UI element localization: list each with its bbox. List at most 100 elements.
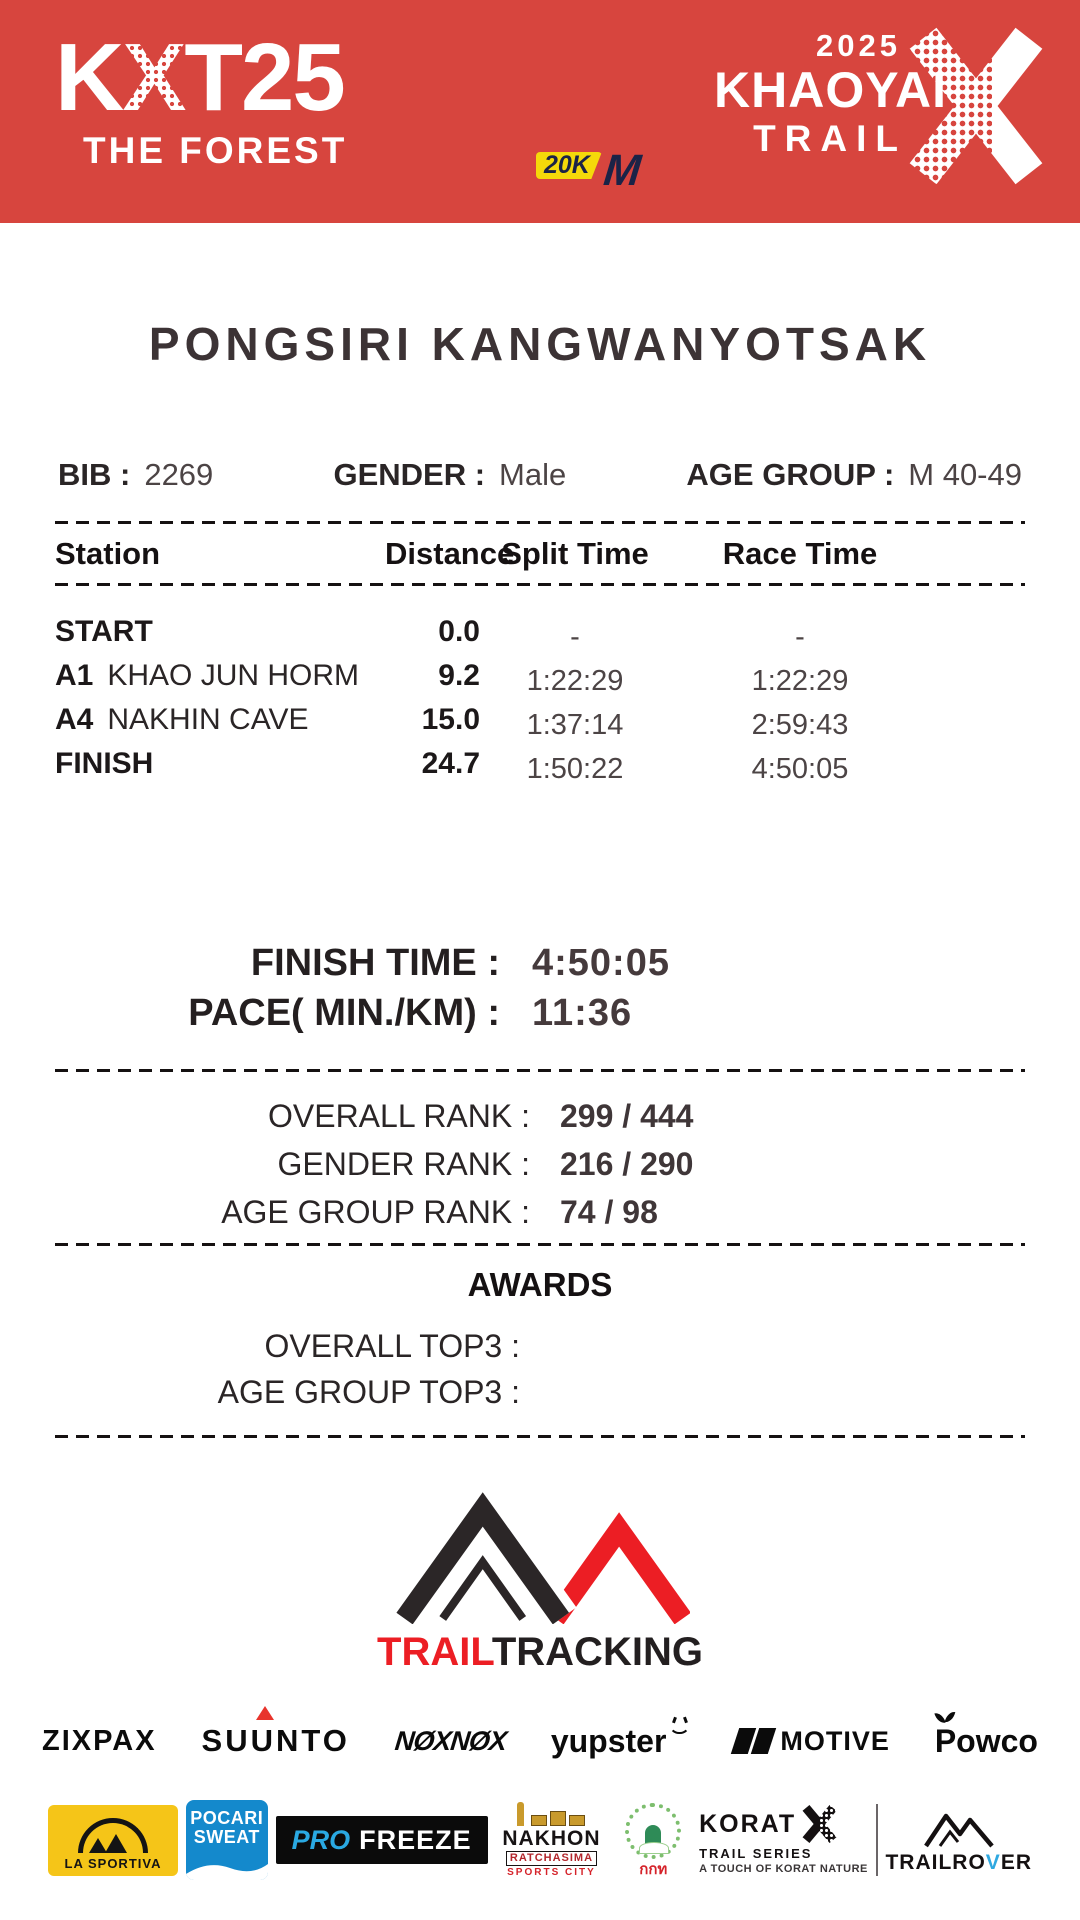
kxt25-logo: KXT25 THE FOREST — [55, 30, 348, 171]
pro-freeze-logo: PRO FREEZE — [275, 1816, 488, 1864]
split-time-cell: 1:22:29 — [526, 665, 624, 697]
sat-thai-label: กกท — [639, 1861, 668, 1878]
overall-top3-label: OVERALL TOP3 : — [264, 1328, 520, 1364]
suunto-triangle-icon — [256, 1706, 275, 1720]
overall-rank-row: OVERALL RANK : 299 / 444 — [0, 1092, 1080, 1140]
yupster-wordmark: yupster — [550, 1722, 667, 1759]
distance-badge: 20K M — [536, 146, 644, 195]
runner-name: PONGSIRI KANGWANYOTSAK — [148, 318, 932, 370]
station-code: A4 — [55, 703, 94, 736]
ranks-section: OVERALL RANK : 299 / 444 GENDER RANK : 2… — [0, 1092, 1080, 1236]
station-cell: A4 NAKHIN CAVE — [55, 698, 385, 742]
khaoyai-name: KHAOYAI — [714, 62, 947, 118]
vertical-divider — [875, 1804, 878, 1876]
powco-logo: Powco — [934, 1722, 1038, 1759]
distance-cell: 0.0 — [438, 615, 480, 648]
khaoyai-year: 2025 — [816, 28, 901, 63]
awards-section: OVERALL TOP3 : AGE GROUP TOP3 : — [0, 1323, 1080, 1415]
zixpax-logo: ZIXPAX — [42, 1724, 157, 1757]
sponsor-row-2: LA SPORTIVA POCARI SWEAT PRO FREEZE NAKH… — [0, 1800, 1080, 1880]
age-group-label: AGE GROUP : — [686, 457, 895, 492]
sports-city-label: SPORTS CITY — [507, 1867, 596, 1878]
nakhon-wordmark: NAKHON — [502, 1827, 601, 1850]
trailrover-post: ER — [1000, 1850, 1032, 1874]
station-code: START — [55, 615, 153, 648]
pocari-line1: POCARI — [190, 1808, 264, 1828]
khaoyai-x-icon — [877, 20, 1068, 190]
trail-word: TRAIL — [377, 1630, 492, 1674]
table-row: A1 KHAO JUN HORM 9.2 1:22:29 1:22:29 — [55, 654, 1025, 698]
laurel-wreath-icon — [625, 1803, 682, 1859]
distance-cell: 9.2 — [438, 659, 480, 692]
kxt25-t25: T25 — [184, 24, 345, 131]
trailrover-logo: TRAILROVER — [885, 1808, 1032, 1873]
overall-top3-row: OVERALL TOP3 : — [0, 1323, 1080, 1369]
table-row: A4 NAKHIN CAVE 15.0 1:37:14 2:59:43 — [55, 698, 1025, 742]
la-sportiva-mountain-icon — [78, 1817, 148, 1853]
la-sportiva-wordmark: LA SPORTIVA — [64, 1855, 162, 1871]
gender-field: GENDER : Male — [333, 455, 566, 495]
gender-value: Male — [499, 457, 567, 492]
korat-x-icon — [800, 1803, 841, 1845]
age-group-rank-row: AGE GROUP RANK : 74 / 98 — [0, 1188, 1080, 1236]
korat-trail-series-logo: KORAT TRAIL SERIES A TOUCH OF KORAT NATU… — [699, 1803, 868, 1875]
distance-20k-label: 20K — [536, 152, 602, 179]
korat-top: KORAT — [699, 1803, 868, 1845]
mountain-icon — [390, 1484, 690, 1624]
gender-rank-label: GENDER RANK : — [277, 1146, 530, 1182]
khaoyai-trail-logo: 2025 KHAOYAI TRAIL — [714, 20, 1068, 190]
summary-section: FINISH TIME : 4:50:05 PACE( MIN./KM) : 1… — [0, 938, 1080, 1038]
overall-rank-label: OVERALL RANK : — [267, 1098, 530, 1134]
motive-logo: MOTIVE — [731, 1725, 890, 1757]
pro-word: PRO — [291, 1824, 351, 1855]
race-time-cell: 4:50:05 — [751, 753, 849, 785]
age-group-value: M 40-49 — [908, 457, 1022, 492]
station-code: FINISH — [55, 747, 154, 780]
split-time-cell: 1:37:14 — [526, 709, 624, 741]
trailtracking-wordmark: TRAILTRACKING — [377, 1630, 703, 1674]
splits-table-body: START 0.0 - - A1 KHAO JUN HORM 9.2 1:22:2… — [55, 610, 1025, 786]
col-station: Station — [55, 536, 161, 571]
bib-field: BIB : 2269 — [58, 455, 213, 495]
divider-dashed — [55, 521, 1025, 524]
la-sportiva-logo: LA SPORTIVA — [48, 1804, 178, 1876]
kxt25-title: KXT25 — [55, 30, 347, 126]
age-group-rank-label: AGE GROUP RANK : — [221, 1194, 530, 1230]
korat-wordmark: KORAT — [699, 1809, 797, 1838]
pace-value: 11:36 — [532, 992, 633, 1034]
table-row: FINISH 24.7 1:50:22 4:50:05 — [55, 742, 1025, 786]
table-row: START 0.0 - - — [55, 610, 1025, 654]
distance-cell: 15.0 — [421, 703, 480, 736]
ratchasima-wordmark: RATCHASIMA — [505, 1851, 598, 1866]
khaoyai-trail-word: TRAIL — [753, 118, 907, 159]
station-cell: A1 KHAO JUN HORM — [55, 654, 385, 698]
trailrover-pre: TRAILRO — [885, 1850, 986, 1874]
pocari-sweat-logo: POCARI SWEAT — [185, 1800, 268, 1880]
trailrover-wordmark: TRAILROVER — [885, 1852, 1032, 1873]
kxt25-subtitle: THE FOREST — [83, 130, 348, 171]
nakhon-arch-icon — [517, 1802, 586, 1826]
noxnox-logo: NØXNØX — [393, 1725, 508, 1756]
station-cell: FINISH — [55, 742, 385, 786]
runner-info-row: BIB : 2269 GENDER : Male AGE GROUP : M 40-4… — [58, 455, 1022, 495]
suunto-wordmark: SUUNTO — [201, 1723, 350, 1758]
splits-table-header: Station Distance Split Time Race Time — [55, 534, 1025, 574]
station-name: KHAO JUN HORM — [107, 659, 360, 692]
finish-time-label: FINISH TIME : — [250, 942, 500, 984]
distance-cell: 24.7 — [421, 747, 480, 780]
khaoyai-trail-text: 2025 KHAOYAI TRAIL — [714, 30, 947, 157]
m-mark-icon: M — [601, 146, 644, 195]
yupster-logo: yupster — [551, 1723, 691, 1760]
divider-dashed — [55, 1435, 1025, 1438]
tracking-word: TRACKING — [491, 1630, 703, 1674]
sports-authority-emblem: กกท — [615, 1803, 691, 1877]
motive-flags-icon — [731, 1728, 777, 1754]
gender-rank-value: 216 / 290 — [560, 1146, 694, 1182]
awards-title: AWARDS — [467, 1266, 613, 1303]
korat-tagline: A TOUCH OF KORAT NATURE — [699, 1863, 868, 1875]
station-name: NAKHIN CAVE — [107, 703, 309, 736]
split-time-cell: 1:50:22 — [526, 753, 624, 785]
trailtracking-logo: TRAILTRACKING — [0, 1484, 1080, 1674]
motive-wordmark: MOTIVE — [780, 1725, 890, 1756]
